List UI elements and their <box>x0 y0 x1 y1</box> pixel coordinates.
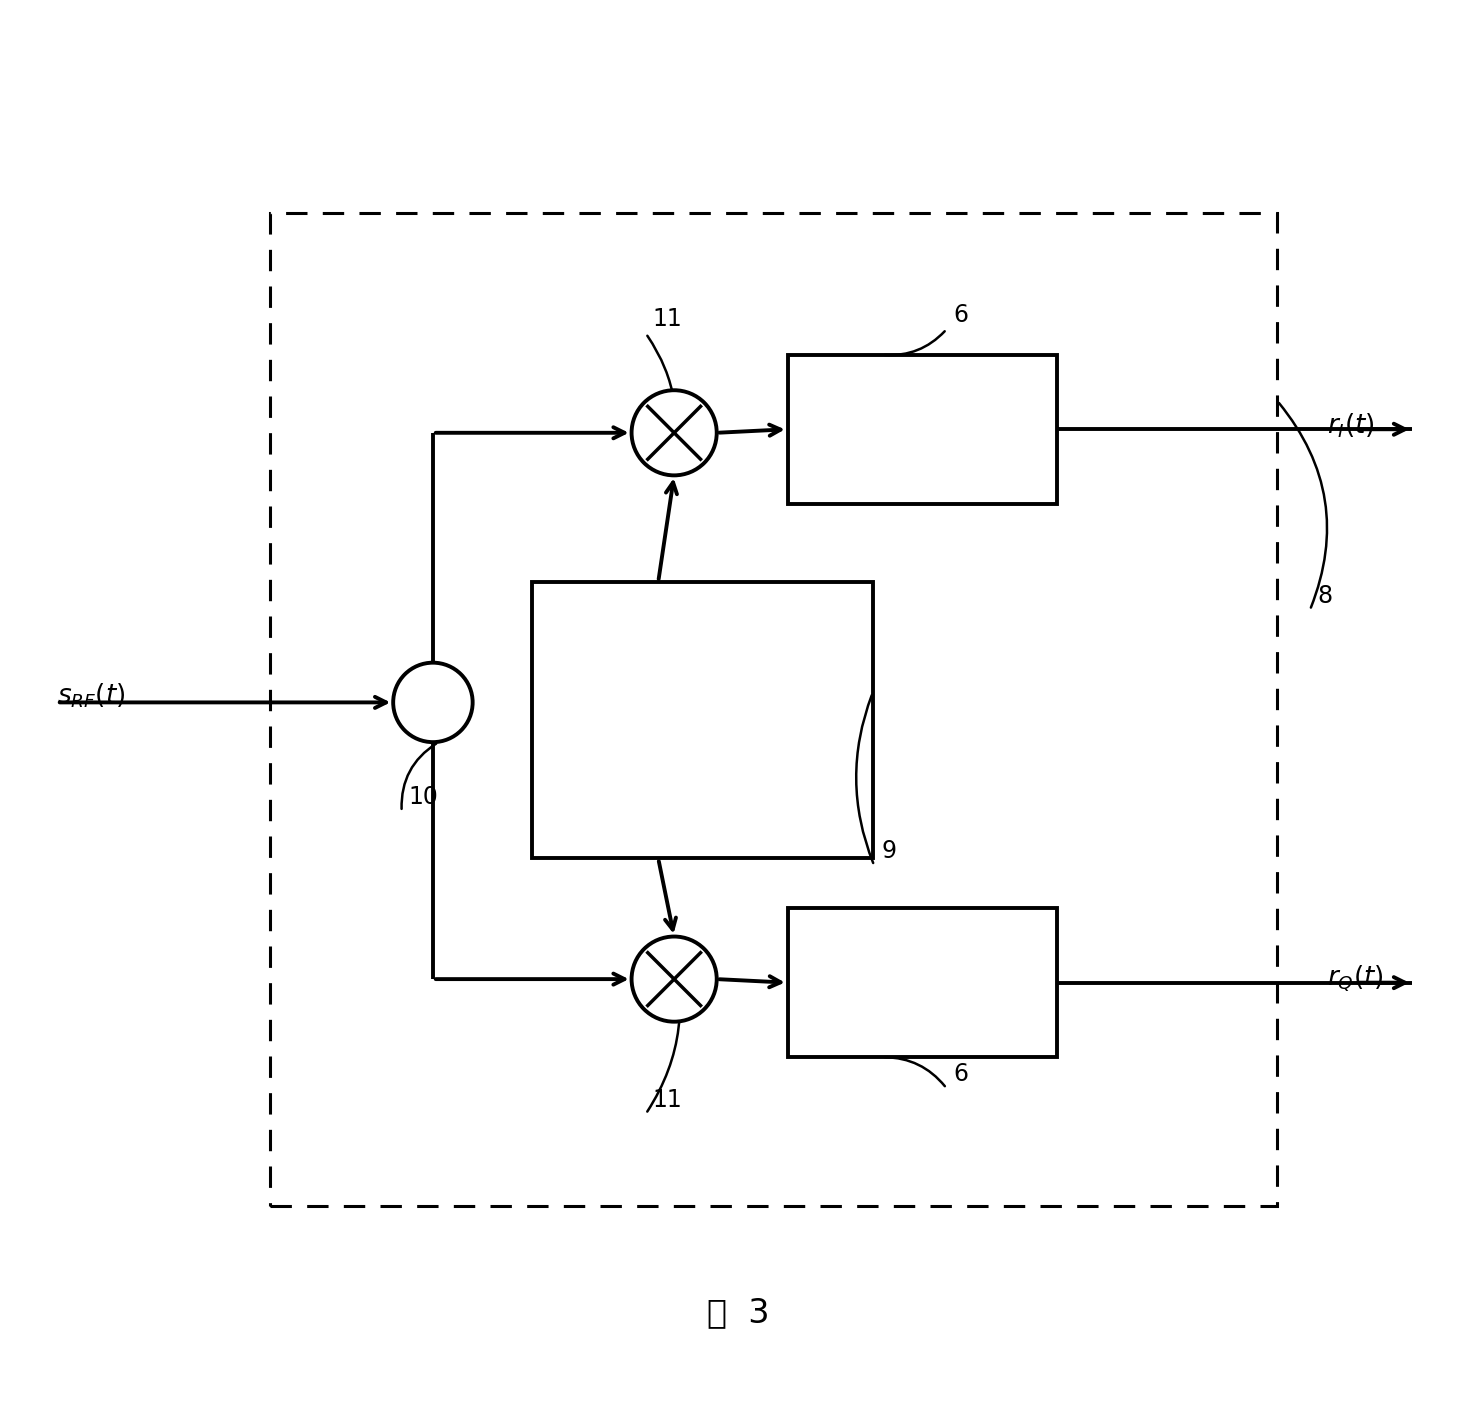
Text: cos(2pi $f_C$t): cos(2pi $f_C$t) <box>546 631 672 654</box>
Text: 9: 9 <box>881 840 896 863</box>
Text: $r_I(t)$: $r_I(t)$ <box>1327 412 1374 440</box>
Text: $r_Q(t)$: $r_Q(t)$ <box>1327 964 1383 995</box>
Text: 6: 6 <box>953 1063 968 1086</box>
Circle shape <box>632 390 717 475</box>
Text: $s_{RF}(t)$: $s_{RF}(t)$ <box>58 681 125 710</box>
Bar <box>270 213 1277 1206</box>
Text: 10: 10 <box>409 786 438 809</box>
Circle shape <box>632 937 717 1022</box>
Text: sin(2pi $f_C$t): sin(2pi $f_C$t) <box>546 765 666 788</box>
Bar <box>788 355 1057 504</box>
Bar <box>788 908 1057 1057</box>
Bar <box>533 582 872 858</box>
Text: 6: 6 <box>953 304 968 326</box>
Text: 11: 11 <box>652 1088 682 1111</box>
Circle shape <box>393 663 472 742</box>
Text: 图  3: 图 3 <box>707 1296 769 1330</box>
Text: 11: 11 <box>652 308 682 331</box>
Text: 8: 8 <box>1317 585 1331 607</box>
